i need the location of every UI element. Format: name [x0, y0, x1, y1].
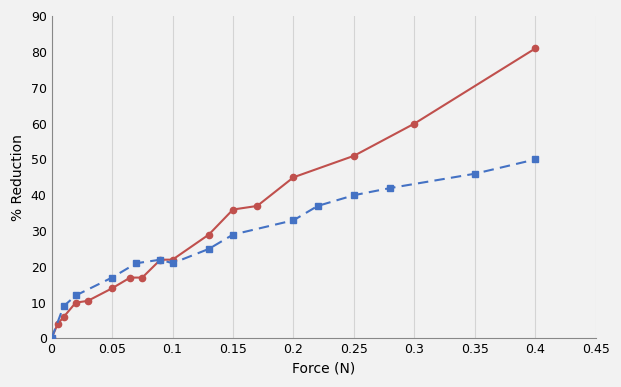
Y-axis label: % Reduction: % Reduction: [11, 134, 25, 221]
X-axis label: Force (N): Force (N): [292, 362, 355, 376]
